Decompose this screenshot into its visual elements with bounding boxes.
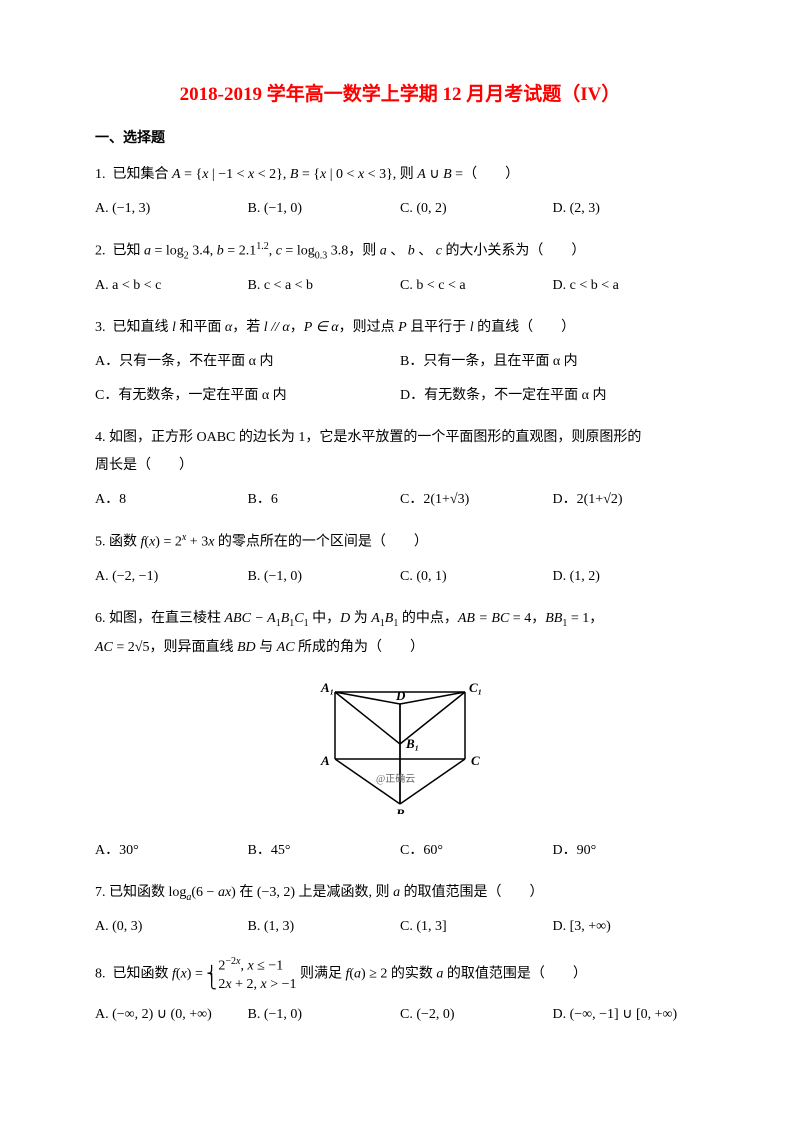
q3-option-d: D．有无数条，不一定在平面 α 内	[400, 382, 705, 410]
q3-options-row1: A．只有一条，不在平面 α 内 B．只有一条，且在平面 α 内	[95, 348, 705, 376]
q8-piece1: 2−2x, x ≤ −1	[218, 955, 296, 976]
q8-piece2: 2x + 2, x > −1	[218, 976, 296, 994]
svg-text:A: A	[320, 753, 330, 768]
svg-text:@正确云: @正确云	[376, 772, 415, 785]
svg-text:C₁: C₁	[469, 680, 482, 695]
question-5: 5. 函数 f(x) = 2x + 3x 的零点所在的一个区间是（ ） A. (…	[95, 528, 705, 591]
prism-diagram: A₁ C₁ D B₁ A C B @正确云	[300, 674, 500, 814]
q1-option-b: B. (−1, 0)	[248, 195, 401, 223]
svg-text:A₁: A₁	[320, 680, 334, 695]
q8-option-a: A. (−∞, 2) ∪ (0, +∞)	[95, 1001, 248, 1029]
q7-option-a: A. (0, 3)	[95, 913, 248, 941]
q3-text: 3. 已知直线 l 和平面 α，若 l // α，P ∈ α，则过点 P 且平行…	[95, 314, 705, 342]
q2-option-a: A. a < b < c	[95, 272, 248, 300]
q6-option-d: D．90°	[553, 837, 706, 865]
q2-options: A. a < b < c B. c < a < b C. b < c < a D…	[95, 272, 705, 300]
q7-option-d: D. [3, +∞)	[553, 913, 706, 941]
question-6: 6. 如图，在直三棱柱 ABC − A1B1C1 中，D 为 A1B1 的中点，…	[95, 605, 705, 865]
svg-text:D: D	[395, 688, 406, 703]
q4-text1: 4. 如图，正方形 OABC 的边长为 1，它是水平放置的一个平面图形的直观图，…	[95, 424, 705, 452]
q5-option-c: C. (0, 1)	[400, 563, 553, 591]
q6-options: A．30° B．45° C．60° D．90°	[95, 837, 705, 865]
q5-option-a: A. (−2, −1)	[95, 563, 248, 591]
q5-text: 5. 函数 f(x) = 2x + 3x 的零点所在的一个区间是（ ）	[95, 528, 705, 557]
q1-option-a: A. (−1, 3)	[95, 195, 248, 223]
q1-option-d: D. (2, 3)	[553, 195, 706, 223]
q7-option-c: C. (1, 3]	[400, 913, 553, 941]
question-7: 7. 已知函数 loga(6 − ax) 在 (−3, 2) 上是减函数, 则 …	[95, 879, 705, 942]
q7-option-b: B. (1, 3)	[248, 913, 401, 941]
q1-option-c: C. (0, 2)	[400, 195, 553, 223]
q8-option-c: C. (−2, 0)	[400, 1001, 553, 1029]
q8-option-b: B. (−1, 0)	[248, 1001, 401, 1029]
svg-text:C: C	[471, 753, 480, 768]
q8-option-d: D. (−∞, −1] ∪ [0, +∞)	[553, 1001, 706, 1029]
q5-option-b: B. (−1, 0)	[248, 563, 401, 591]
question-8: 8. 已知函数 f(x) = 2−2x, x ≤ −1 2x + 2, x > …	[95, 955, 705, 1028]
q8-text: 8. 已知函数 f(x) = 2−2x, x ≤ −1 2x + 2, x > …	[95, 955, 705, 994]
exam-title: 2018-2019 学年高一数学上学期 12 月月考试题（IV）	[95, 80, 705, 110]
q4-option-a: A．8	[95, 486, 248, 514]
section-header: 一、选择题	[95, 128, 705, 150]
svg-text:B: B	[395, 806, 405, 814]
q6-option-b: B．45°	[248, 837, 401, 865]
q1-text: 1. 已知集合 A = {x | −1 < x < 2}, B = {x | 0…	[95, 161, 705, 189]
question-4: 4. 如图，正方形 OABC 的边长为 1，它是水平放置的一个平面图形的直观图，…	[95, 424, 705, 514]
q2-option-b: B. c < a < b	[248, 272, 401, 300]
q7-text: 7. 已知函数 loga(6 − ax) 在 (−3, 2) 上是减函数, 则 …	[95, 879, 705, 908]
q6-figure: A₁ C₁ D B₁ A C B @正确云	[95, 674, 705, 825]
q2-option-d: D. c < b < a	[553, 272, 706, 300]
q3-options-row2: C．有无数条，一定在平面 α 内 D．有无数条，不一定在平面 α 内	[95, 382, 705, 410]
q4-option-d: D．2(1+√2)	[553, 486, 706, 514]
q2-text: 2. 已知 a = log2 3.4, b = 2.11.2, c = log0…	[95, 237, 705, 266]
q6-text1: 6. 如图，在直三棱柱 ABC − A1B1C1 中，D 为 A1B1 的中点，…	[95, 605, 705, 634]
svg-text:B₁: B₁	[405, 736, 419, 751]
question-2: 2. 已知 a = log2 3.4, b = 2.11.2, c = log0…	[95, 237, 705, 300]
q6-option-c: C．60°	[400, 837, 553, 865]
q5-option-d: D. (1, 2)	[553, 563, 706, 591]
q5-options: A. (−2, −1) B. (−1, 0) C. (0, 1) D. (1, …	[95, 563, 705, 591]
q4-text2: 周长是（ ）	[95, 452, 705, 480]
question-3: 3. 已知直线 l 和平面 α，若 l // α，P ∈ α，则过点 P 且平行…	[95, 314, 705, 410]
q3-option-c: C．有无数条，一定在平面 α 内	[95, 382, 400, 410]
q1-options: A. (−1, 3) B. (−1, 0) C. (0, 2) D. (2, 3…	[95, 195, 705, 223]
q3-option-a: A．只有一条，不在平面 α 内	[95, 348, 400, 376]
q4-option-c: C．2(1+√3)	[400, 486, 553, 514]
q6-text2: AC = 2√5，则异面直线 BD 与 AC 所成的角为（ ）	[95, 634, 705, 662]
q8-options: A. (−∞, 2) ∪ (0, +∞) B. (−1, 0) C. (−2, …	[95, 1001, 705, 1029]
q4-option-b: B．6	[248, 486, 401, 514]
question-1: 1. 已知集合 A = {x | −1 < x < 2}, B = {x | 0…	[95, 161, 705, 223]
q3-option-b: B．只有一条，且在平面 α 内	[400, 348, 705, 376]
q7-options: A. (0, 3) B. (1, 3) C. (1, 3] D. [3, +∞)	[95, 913, 705, 941]
q2-option-c: C. b < c < a	[400, 272, 553, 300]
q6-option-a: A．30°	[95, 837, 248, 865]
q4-options: A．8 B．6 C．2(1+√3) D．2(1+√2)	[95, 486, 705, 514]
